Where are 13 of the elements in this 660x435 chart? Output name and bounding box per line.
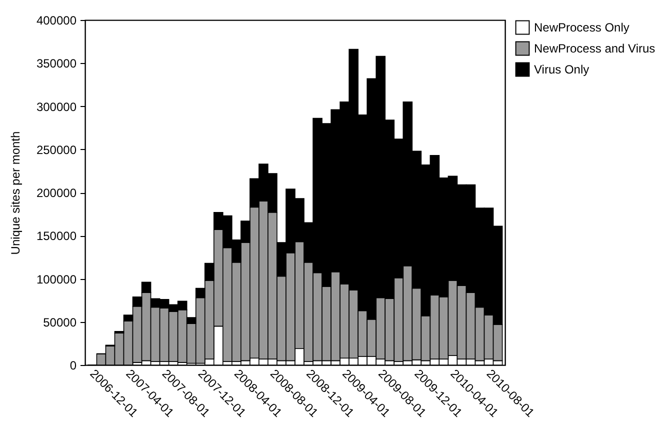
- y-tick-label: 300000: [36, 100, 77, 114]
- y-tick-label: 150000: [36, 229, 77, 244]
- y-tick-label: 100000: [36, 272, 77, 286]
- legend-label: Virus Only: [534, 62, 590, 76]
- y-tick-label: 0: [70, 358, 77, 372]
- y-axis-title: Unique sites per month: [8, 131, 22, 255]
- y-tick-label: 400000: [36, 14, 77, 28]
- y-tick-label: 50000: [43, 315, 77, 330]
- y-tick-label: 200000: [36, 186, 77, 200]
- legend-label: NewProcess Only: [534, 20, 630, 34]
- legend-label: NewProcess and Virus: [534, 42, 656, 56]
- y-tick-label: 350000: [36, 56, 77, 71]
- y-tick-label: 250000: [36, 142, 77, 157]
